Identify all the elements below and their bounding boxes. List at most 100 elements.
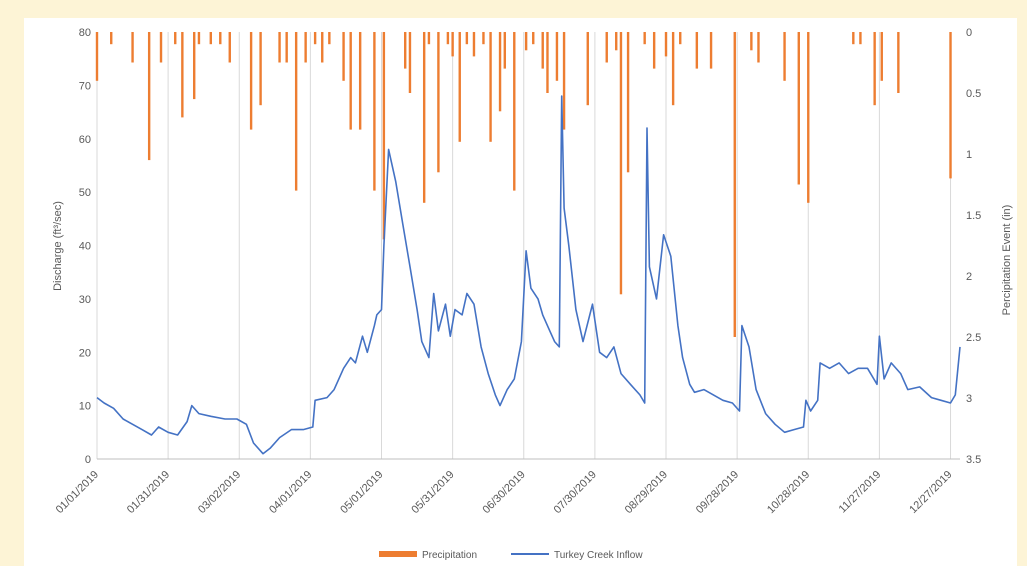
precipitation-bar [798,32,800,185]
y-left-tick-label: 10 [79,401,91,413]
precipitation-bar [96,32,98,81]
y-right-tick-label: 2 [966,271,972,283]
precipitation-bar [653,32,655,69]
precipitation-bar [499,32,501,111]
x-tick-label: 01/01/2019 [54,469,101,516]
tick-labels: 01/01/2019 01/31/2019 03/02/2019 04/01/2019… [54,27,982,516]
precipitation-bar [359,32,361,130]
precipitation-bar [198,32,200,44]
precipitation-bar [181,32,183,117]
precipitation-bar [447,32,449,44]
gridlines [97,32,951,459]
precipitation-bar [160,32,162,63]
y-left-tick-label: 20 [79,347,91,359]
precipitation-bar [852,32,854,44]
x-tick-label: 12/27/2019 [907,469,954,516]
precipitation-bar [734,32,736,337]
x-tick-label: 08/29/2019 [623,469,670,516]
precipitation-bar [665,32,667,56]
precipitation-bar [404,32,406,69]
x-tick-label: 09/28/2019 [694,469,741,516]
y-left-tick-label: 60 [79,134,91,146]
x-tick-label: 03/02/2019 [196,469,243,516]
precipitation-bar [546,32,548,93]
precipitation-bar [383,32,385,239]
y-right-tick-label: 1 [966,149,972,161]
y-axis-right-title: Percipitation Event (in) [1001,205,1013,316]
precipitation-bar [679,32,681,44]
x-tick-label: 05/31/2019 [409,469,456,516]
precipitation-bar [304,32,306,63]
precipitation-bar [627,32,629,172]
x-tick-label: 04/01/2019 [267,469,314,516]
precipitation-bar [710,32,712,69]
y-right-tick-label: 3.5 [966,454,981,466]
precipitation-bar [110,32,112,44]
precipitation-bar [349,32,351,130]
precipitation-bar [466,32,468,44]
precipitation-bar [210,32,212,44]
precipitation-bar [606,32,608,63]
precipitation-bar [278,32,280,63]
precipitation-bar [409,32,411,93]
precipitation-bar [451,32,453,56]
y-left-tick-label: 40 [79,241,91,253]
x-tick-label: 01/31/2019 [125,469,172,516]
y-left-tick-label: 0 [85,454,91,466]
precipitation-bar [285,32,287,63]
precipitation-bar [620,32,622,294]
legend-label-inflow: Turkey Creek Inflow [554,550,643,561]
precipitation-bar [672,32,674,105]
precipitation-bar [615,32,617,50]
legend-swatch-precipitation [379,551,417,557]
precipitation-bar [783,32,785,81]
precipitation-bar [342,32,344,81]
precipitation-bar [174,32,176,44]
precipitation-bar [696,32,698,69]
precipitation-bar [757,32,759,63]
precipitation-bar [373,32,375,191]
precipitation-bar [643,32,645,44]
precipitation-bar [250,32,252,130]
y-left-tick-label: 80 [79,27,91,39]
precipitation-bar [314,32,316,44]
y-axis-left-title: Discharge (ft³/sec) [52,201,64,291]
x-tick-label: 10/28/2019 [765,469,812,516]
y-left-tick-label: 30 [79,294,91,306]
precipitation-bar [881,32,883,81]
precipitation-bar [489,32,491,142]
precipitation-bar [949,32,951,178]
precipitation-bar [532,32,534,44]
precipitation-bar [229,32,231,63]
legend-label-precipitation: Precipitation [422,550,477,561]
precipitation-bar [473,32,475,56]
chart-frame: 01/01/2019 01/31/2019 03/02/2019 04/01/2019… [24,18,1017,566]
inflow-line [97,96,960,454]
turkey-creek-inflow-line [97,96,960,454]
precipitation-bar [525,32,527,50]
y-left-tick-label: 70 [79,80,91,92]
precipitation-bar [873,32,875,105]
x-tick-label: 07/30/2019 [552,469,599,516]
precipitation-bar [587,32,589,105]
y-right-tick-label: 3 [966,393,972,405]
precipitation-bar [428,32,430,44]
y-right-tick-label: 1.5 [966,210,981,222]
precipitation-bar [750,32,752,50]
y-right-tick-label: 0.5 [966,88,981,100]
discharge-precipitation-chart: 01/01/2019 01/31/2019 03/02/2019 04/01/2019… [24,18,1017,566]
y-right-tick-label: 2.5 [966,332,981,344]
precipitation-bar [219,32,221,44]
precipitation-bar [807,32,809,203]
precipitation-bar [482,32,484,44]
precipitation-bar [423,32,425,203]
precipitation-bar [513,32,515,191]
y-right-tick-label: 0 [966,27,972,39]
precipitation-bar [897,32,899,93]
y-left-tick-label: 50 [79,187,91,199]
precipitation-bar [295,32,297,191]
precipitation-bar [504,32,506,69]
precipitation-bar [259,32,261,105]
x-tick-label: 11/27/2019 [837,469,884,516]
legend: Precipitation Turkey Creek Inflow [379,550,643,561]
